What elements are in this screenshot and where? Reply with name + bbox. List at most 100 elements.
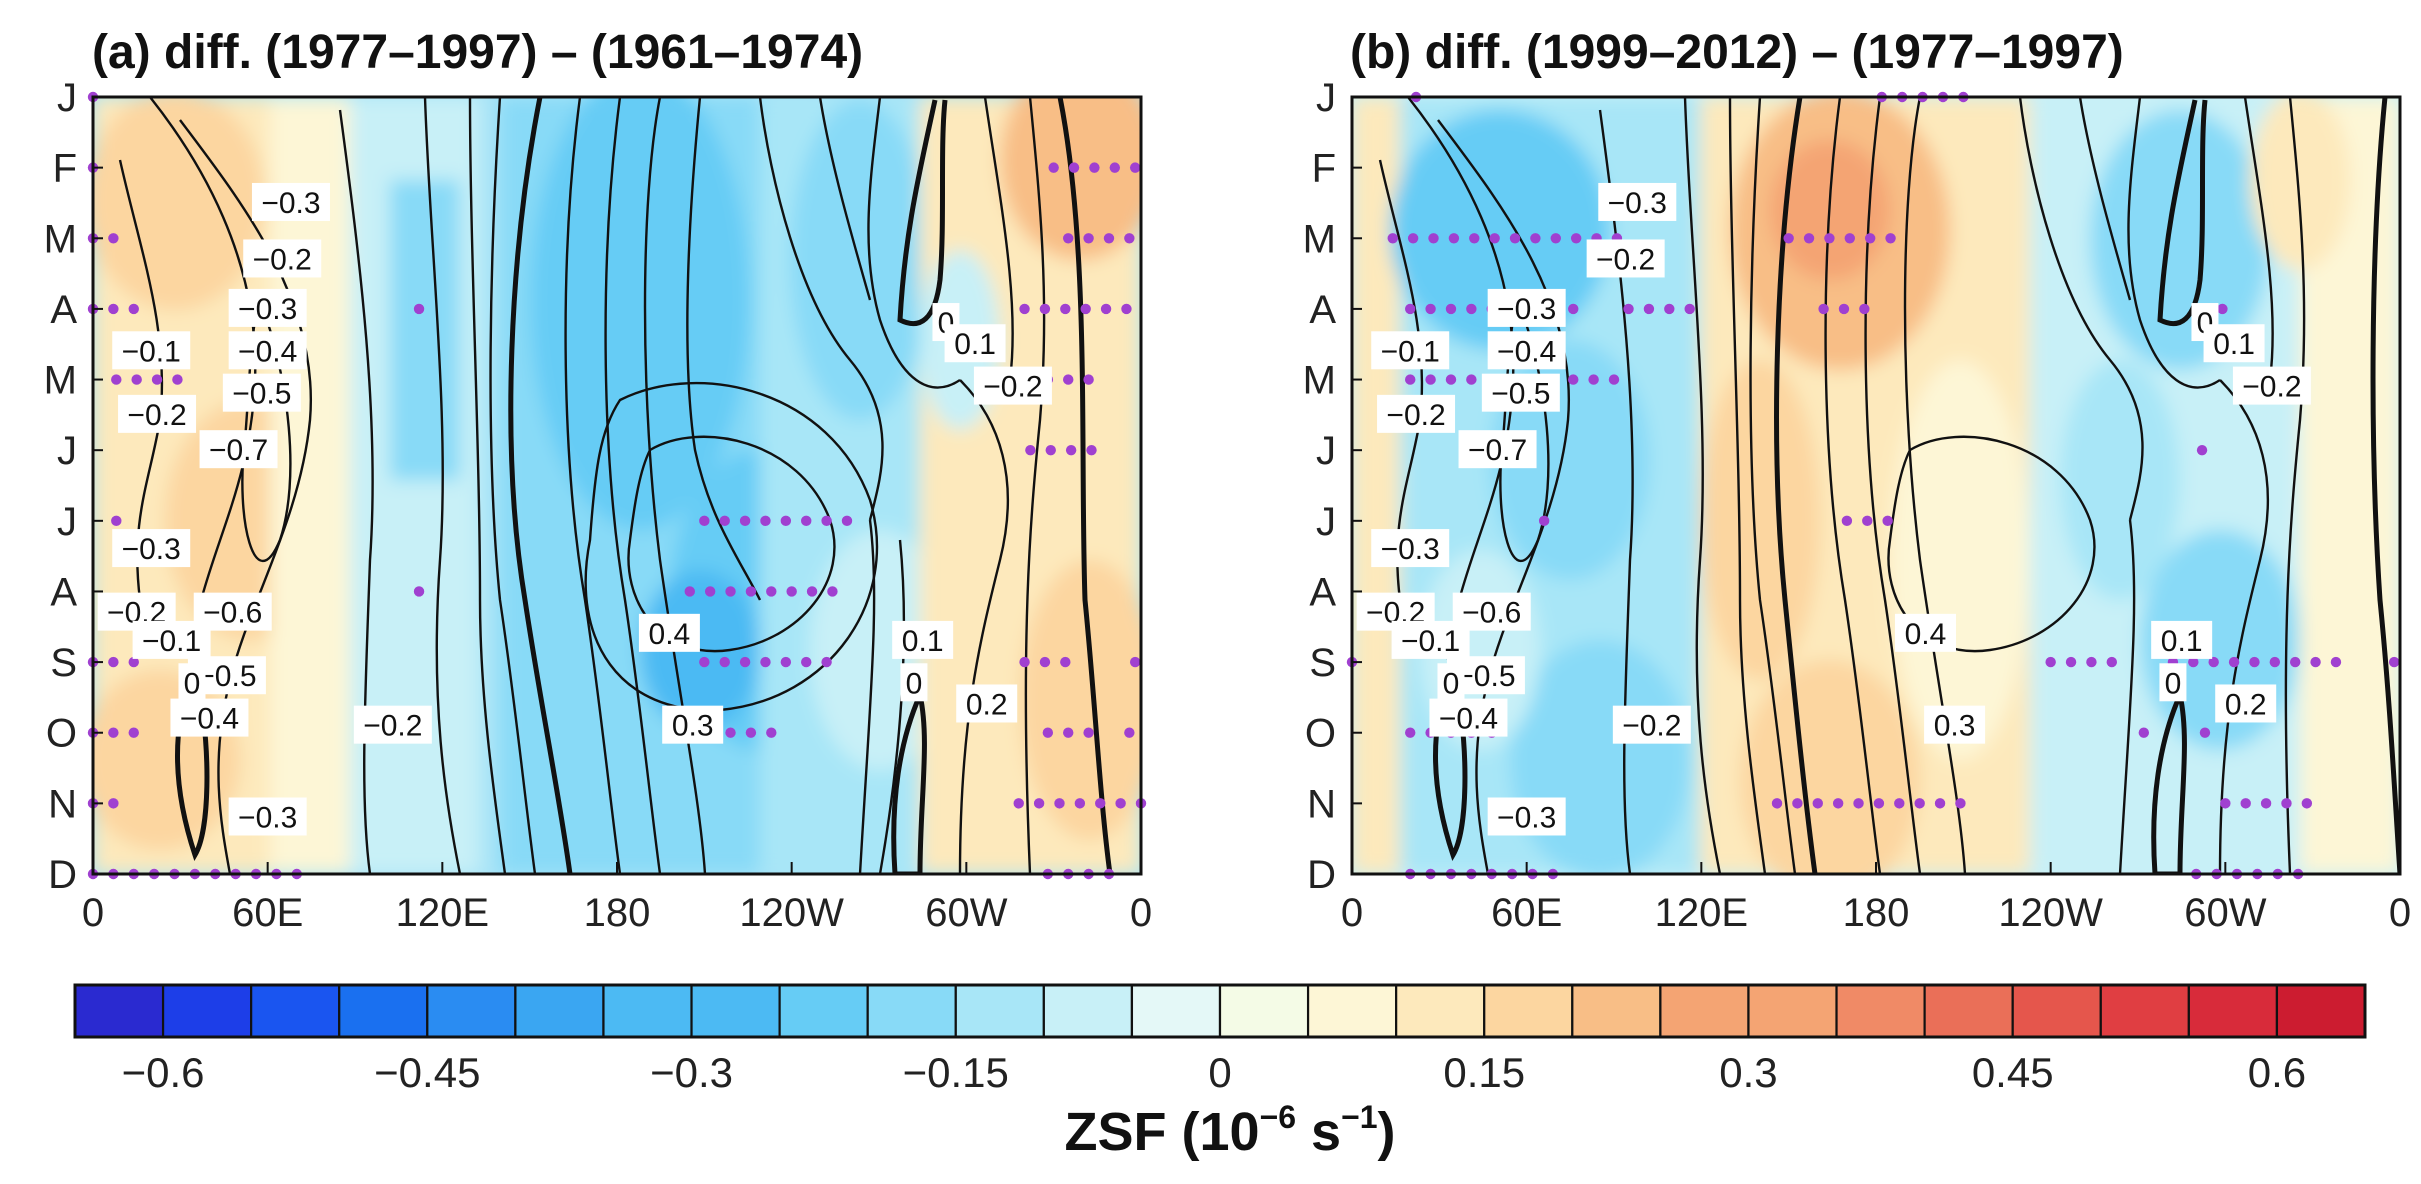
contour-label: −0.1: [1371, 331, 1450, 370]
contour-label-bg: [1487, 331, 1566, 370]
significance-dot: [108, 656, 119, 668]
contour-label-bg: [178, 663, 206, 702]
contour-label: 0.4: [638, 613, 700, 652]
significance-dot: [684, 586, 695, 597]
panel-b-contour-labels: −0.3 −0.2 −0.3 −0.1 −0.4 −0.5 −0.2 −0.7 −0.3 −0.2…: [1356, 182, 2311, 836]
contour-label: 0.1: [892, 620, 954, 659]
colorbar-box: [2099, 983, 2190, 1039]
contour-label-text: −0.1: [1401, 625, 1460, 658]
contour-label-bg: [1371, 529, 1450, 568]
significance-dot: [1124, 727, 1135, 738]
contour-label-bg: [638, 613, 700, 652]
significance-dot: [1588, 374, 1599, 385]
significance-dot: [128, 656, 139, 668]
colorbar-box: [1395, 983, 1486, 1039]
panel-a-x-axis: 0 60E 120E 180 120W 60W 0: [82, 862, 1152, 935]
y-tick-label: F: [1312, 147, 1336, 191]
contour-label-text: 0.1: [2161, 625, 2203, 658]
contour-label-text: −0.2: [253, 243, 312, 276]
significance-dot: [1109, 162, 1121, 173]
panel-a-title: (a) diff. (1977–1997) – (1961–1974): [92, 26, 863, 79]
contour-label-text: 0.4: [1905, 618, 1947, 651]
contour-label-text: −0.3: [122, 533, 181, 566]
significance-dot: [760, 656, 771, 668]
contour-label-text: −0.3: [238, 293, 297, 326]
colorbar-box: [338, 983, 429, 1039]
significance-dot: [1448, 233, 1460, 244]
contour-label: 0.3: [662, 705, 724, 744]
significance-dot: [1818, 303, 1829, 315]
significance-dot: [2220, 798, 2231, 809]
colorbar-box: [1218, 983, 1310, 1039]
y-tick-label: N: [48, 782, 77, 826]
contour-label: −0.3: [1487, 797, 1566, 836]
significance-dot: [1115, 798, 1126, 809]
contour-label-text: −0.2: [983, 371, 1042, 404]
y-tick-label: S: [1309, 641, 1336, 685]
colorbar-box: [514, 983, 605, 1039]
contour-label: 0.2: [956, 684, 1018, 723]
contour-label-bg: [1481, 373, 1560, 412]
significance-dot: [1405, 727, 1416, 738]
significance-dot: [1873, 798, 1885, 809]
contour-label-text: −0.2: [127, 399, 186, 432]
contour-label: −0.4: [1487, 331, 1566, 370]
colorbar-box: [954, 983, 1045, 1039]
contour-label-bg: [243, 239, 322, 278]
colorbar-tick-label: −0.6: [122, 1049, 205, 1096]
contour-label: −0.2: [2232, 366, 2311, 405]
significance-dot: [745, 727, 757, 738]
contour-label-bg: [1894, 613, 1956, 652]
contour-label: −0.3: [1487, 288, 1566, 327]
contour-label-bg: [2151, 620, 2213, 659]
contour-label-bg: [1487, 288, 1566, 327]
significance-dot: [1033, 798, 1045, 809]
significance-dot: [1684, 303, 1695, 315]
contour-label: −0.7: [199, 430, 278, 469]
significance-dot: [1914, 798, 1925, 809]
y-tick-label: S: [50, 641, 77, 685]
colorbar-box: [250, 983, 341, 1039]
significance-dot: [2188, 656, 2199, 668]
y-tick-label: A: [50, 288, 77, 332]
significance-dot: [413, 586, 425, 597]
significance-dot: [1643, 303, 1655, 315]
y-tick-label: A: [1309, 570, 1336, 614]
contour-label-text: −0.2: [1386, 399, 1445, 432]
significance-dot: [2208, 656, 2219, 668]
significance-dot: [1844, 233, 1856, 244]
panel-b-x-axis: 0 60E 120E 180 120W 60W 0: [1341, 862, 2411, 935]
y-tick-label: M: [44, 359, 77, 403]
colorbar-box: [1483, 983, 1574, 1039]
significance-dot: [1065, 444, 1077, 456]
x-tick-label: 60E: [1491, 891, 1562, 935]
significance-dot: [2310, 656, 2321, 668]
x-tick-label: 120E: [396, 891, 489, 935]
significance-dot: [2086, 656, 2097, 668]
contour-label-bg: [1429, 698, 1508, 737]
contour-label-text: −0.1: [1381, 335, 1440, 368]
colorbar-box: [2187, 983, 2279, 1039]
significance-dot: [821, 656, 832, 668]
colorbar-box: [426, 983, 517, 1039]
colorbar-tick-label: 0.15: [1443, 1049, 1525, 1096]
panel-a: (a) diff. (1977–1997) – (1961–1974): [44, 26, 1152, 935]
significance-dot: [1060, 656, 1071, 668]
significance-dot: [1853, 798, 1864, 809]
significance-dot: [2388, 656, 2400, 668]
significance-dot: [131, 374, 142, 385]
contour-label: −0.4: [1429, 698, 1508, 737]
colorbar-box: [1747, 983, 1838, 1039]
significance-dot: [827, 586, 838, 597]
contour-label-text: −0.1: [122, 335, 181, 368]
significance-dot: [1664, 303, 1675, 315]
colorbar-box: [602, 983, 693, 1039]
contour-label-bg: [132, 620, 211, 659]
significance-dot: [699, 656, 710, 668]
significance-dot: [1083, 727, 1094, 738]
x-tick-label: 0: [1130, 891, 1152, 935]
significance-dot: [1074, 798, 1086, 809]
significance-dot: [1445, 374, 1457, 385]
significance-dot: [2065, 656, 2077, 668]
significance-dot: [1387, 233, 1398, 244]
